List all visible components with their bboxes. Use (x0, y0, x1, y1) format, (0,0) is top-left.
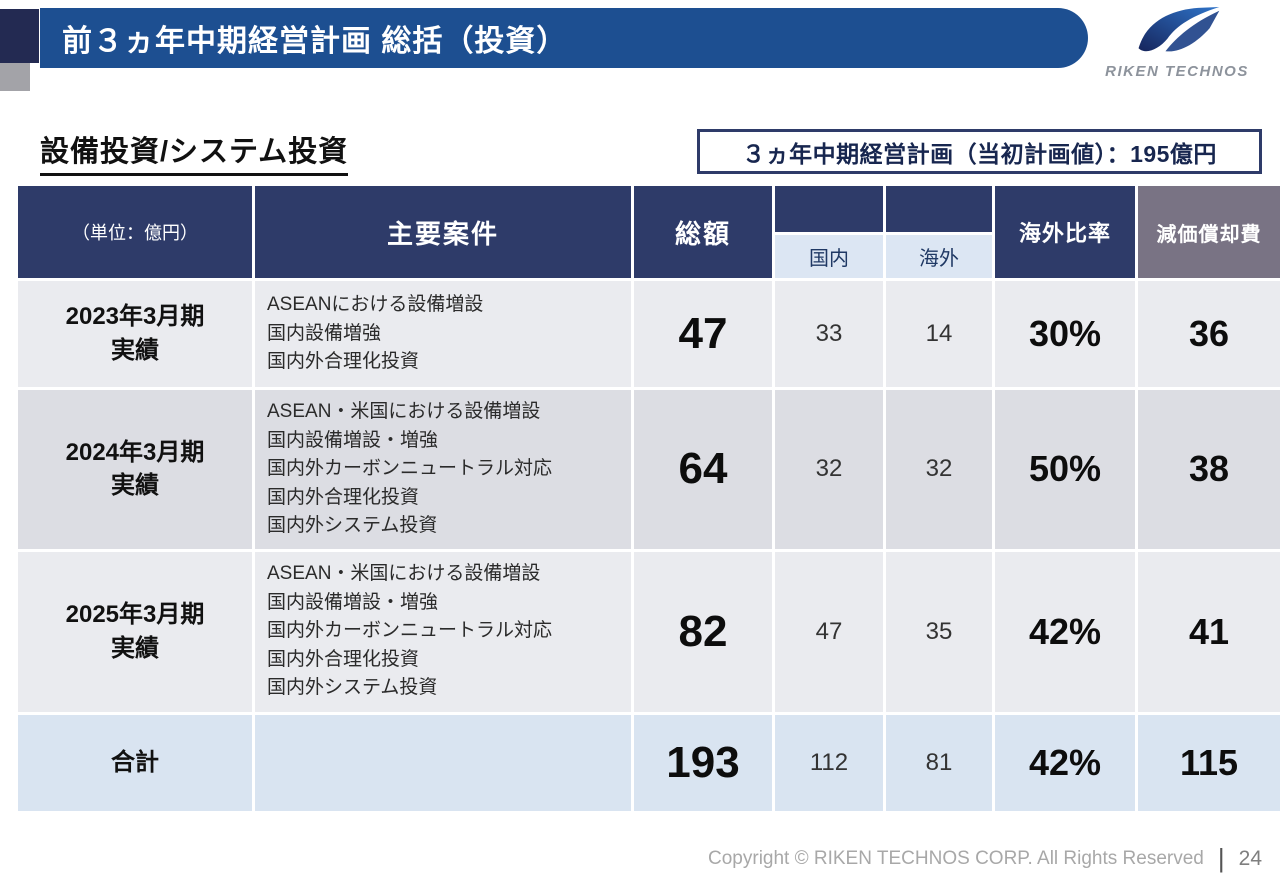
header-overseas-wrap: 海外 (886, 186, 992, 278)
footer-separator: | (1217, 843, 1225, 873)
row-domestic-value: 32 (775, 390, 883, 549)
row-period: 2023年3月期 実績 (18, 281, 252, 387)
period-line: 実績 (111, 472, 159, 500)
header-depreciation: 減価償却費 (1138, 186, 1280, 278)
row-depreciation-value: 36 (1138, 281, 1280, 387)
project-line: 国内外合理化投資 (267, 648, 420, 670)
row-projects: ASEAN・米国における設備増設 国内設備増設・増強 国内外カーボンニュートラル… (255, 551, 631, 712)
project-line: 国内外合理化投資 (267, 486, 420, 508)
total-row-label: 合計 (18, 714, 252, 811)
header-overseas-ratio: 海外比率 (995, 186, 1135, 278)
row-overseas-ratio-value: 30% (995, 281, 1135, 387)
project-line: 国内設備増設・増強 (267, 591, 439, 613)
swoosh-logo-icon (1138, 6, 1220, 52)
row-domestic-value: 33 (775, 281, 883, 387)
slide-title: 前３ヵ年中期経営計画 総括（投資） (62, 25, 568, 58)
project-line: ASEANにおける設備増設 (267, 294, 484, 316)
period-line: 2025年3月期 (65, 600, 205, 628)
header-projects: 主要案件 (255, 186, 631, 278)
project-line: 国内設備増設・増強 (267, 429, 439, 451)
row-depreciation-value: 41 (1138, 551, 1280, 712)
period-line: 2024年3月期 (65, 438, 205, 466)
row-period: 2024年3月期 実績 (18, 390, 252, 549)
total-row-overseas-ratio-value: 42% (995, 714, 1135, 811)
row-overseas-ratio-value: 42% (995, 551, 1135, 712)
header-unit: （単位：億円） (18, 186, 252, 278)
row-overseas-value: 35 (886, 551, 992, 712)
title-banner: 前３ヵ年中期経営計画 総括（投資） (40, 8, 1088, 68)
row-overseas-value: 32 (886, 390, 992, 549)
row-domestic-value: 47 (775, 551, 883, 712)
row-total-value: 64 (634, 390, 772, 549)
total-row-projects-empty (255, 714, 631, 811)
project-line: 国内外システム投資 (267, 677, 438, 699)
plan-value-box: ３ヵ年中期経営計画（当初計画値）：195億円 (697, 129, 1262, 174)
row-depreciation-value: 38 (1138, 390, 1280, 549)
section-title: 設備投資/システム投資 (40, 128, 349, 176)
row-total-value: 47 (634, 281, 772, 387)
footer: Copyright © RIKEN TECHNOS CORP. All Righ… (708, 843, 1262, 874)
copyright-text: Copyright © RIKEN TECHNOS CORP. All Righ… (708, 847, 1204, 869)
row-total-value: 82 (634, 551, 772, 712)
period-line: 実績 (111, 634, 159, 662)
company-logo: RIKEN TECHNOS (1092, 6, 1262, 80)
period-line: 2023年3月期 (65, 303, 205, 331)
plan-value-text: ３ヵ年中期経営計画（当初計画値）：195億円 (742, 140, 1217, 167)
row-overseas-value: 14 (886, 281, 992, 387)
row-projects: ASEANにおける設備増設 国内設備増強 国内外合理化投資 (255, 281, 631, 387)
header-overseas: 海外 (886, 232, 992, 278)
header-domestic-wrap: 国内 (775, 186, 883, 278)
page-number: 24 (1238, 846, 1262, 870)
project-line: 国内外システム投資 (267, 515, 438, 536)
project-line: 国内外合理化投資 (267, 351, 420, 373)
logo-brand-text: RIKEN TECHNOS (1105, 63, 1249, 80)
row-overseas-ratio-value: 50% (995, 390, 1135, 549)
investment-table: （単位：億円） 主要案件 総額 国内 海外 海外比率 減価償却費 2023年3月… (18, 186, 1280, 811)
header-domestic: 国内 (775, 232, 883, 278)
total-row-depreciation-value: 115 (1138, 714, 1280, 811)
row-projects: ASEAN・米国における設備増設 国内設備増設・増強 国内外カーボンニュートラル… (255, 390, 631, 549)
period-line: 実績 (111, 337, 159, 364)
corner-accent-navy (0, 9, 39, 63)
project-line: ASEAN・米国における設備増設 (267, 563, 541, 585)
total-row-domestic-value: 112 (775, 714, 883, 811)
project-line: 国内設備増強 (267, 322, 382, 344)
header-total: 総額 (634, 186, 772, 278)
row-period: 2025年3月期 実績 (18, 551, 252, 712)
total-row-total-value: 193 (634, 714, 772, 811)
project-line: ASEAN・米国における設備増設 (267, 401, 541, 422)
total-row-overseas-value: 81 (886, 714, 992, 811)
corner-accent-gray (0, 63, 30, 91)
project-line: 国内外カーボンニュートラル対応 (267, 620, 553, 642)
project-line: 国内外カーボンニュートラル対応 (267, 458, 553, 479)
